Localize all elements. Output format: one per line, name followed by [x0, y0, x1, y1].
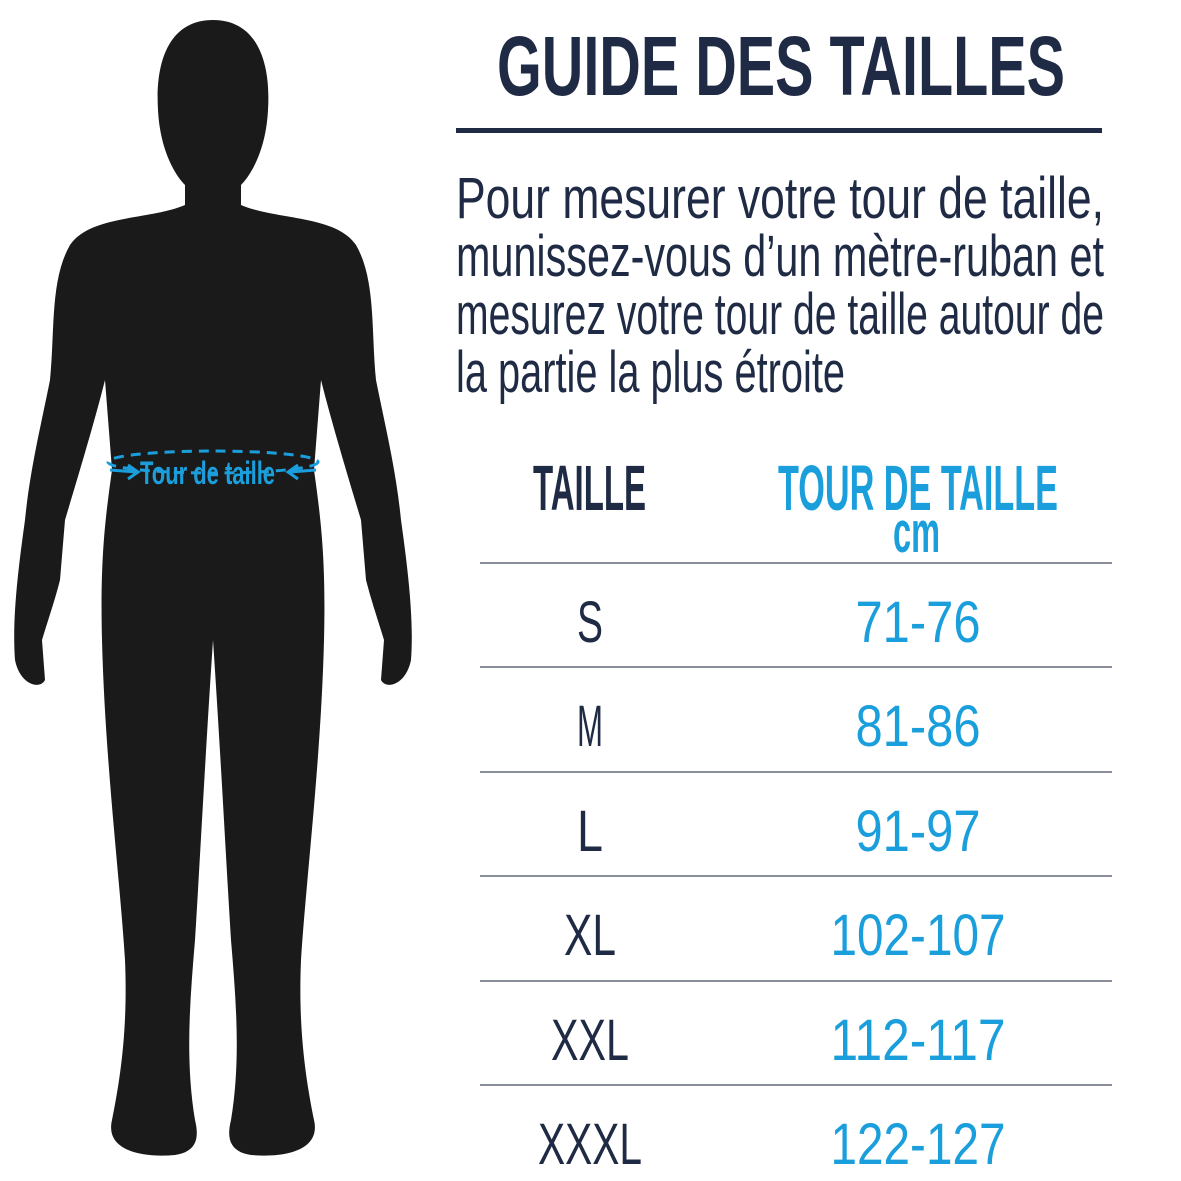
page-title: GUIDE DES TAILLES: [497, 19, 1065, 113]
row-divider: [480, 875, 1112, 877]
title-divider: [456, 128, 1102, 133]
waist-label: Tour de taille: [140, 455, 275, 491]
size-value: S: [577, 590, 603, 655]
size-value: M: [577, 694, 603, 759]
header-unit: cm: [893, 500, 940, 565]
waist-value: 71-76: [856, 590, 981, 655]
size-value: XXL: [551, 1008, 629, 1073]
instructions-line: mesurez votre tour de taille autour de: [456, 282, 1104, 347]
waist-value: 91-97: [856, 799, 981, 864]
size-table-rows: S 71-76 M 81-86 L 91-97 XL 102-107 XXL 112-117 XXX…: [480, 562, 1112, 1177]
human-silhouette-icon: [14, 20, 412, 1156]
instructions-line: Pour mesurer votre tour de taille,: [456, 166, 1104, 231]
instructions-line: munissez-vous d’un mètre-ruban et: [456, 224, 1104, 289]
header-waist: TOUR DE TAILLE: [778, 452, 1058, 524]
row-divider: [480, 980, 1112, 982]
waist-value: 81-86: [856, 694, 981, 759]
row-divider: [480, 666, 1112, 668]
header-size: TAILLE: [533, 452, 646, 524]
waist-value: 122-127: [831, 1112, 1006, 1177]
instructions-line: la partie la plus étroite: [456, 340, 845, 405]
row-divider: [480, 562, 1112, 564]
waist-value: 112-117: [831, 1008, 1006, 1073]
row-divider: [480, 771, 1112, 773]
size-value: XXXL: [538, 1112, 642, 1177]
row-divider: [480, 1084, 1112, 1086]
size-value: L: [577, 799, 603, 864]
waist-measure-icon: [106, 449, 320, 481]
size-value: XL: [564, 903, 616, 968]
waist-value: 102-107: [831, 903, 1006, 968]
